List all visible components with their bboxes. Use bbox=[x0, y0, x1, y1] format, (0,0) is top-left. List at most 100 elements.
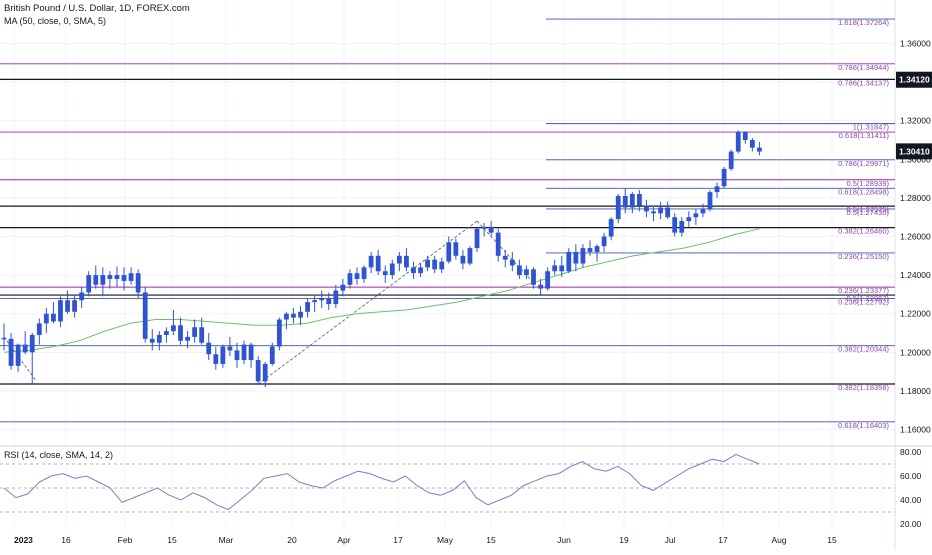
candle-body bbox=[121, 275, 127, 281]
last-price-label: 1.30410 bbox=[899, 146, 930, 156]
candle-body bbox=[107, 275, 113, 279]
candle-body bbox=[488, 226, 494, 233]
candle-body bbox=[65, 300, 70, 312]
candle-body bbox=[531, 269, 536, 285]
candle-body bbox=[241, 344, 247, 361]
rsi-legend[interactable]: RSI (14, close, SMA, 14, 2) bbox=[4, 450, 114, 460]
candle-body bbox=[361, 267, 367, 279]
candle-body bbox=[495, 232, 501, 256]
candle-body bbox=[524, 269, 529, 276]
candle-body bbox=[481, 226, 487, 229]
candle-body bbox=[43, 313, 49, 324]
candle-body bbox=[502, 255, 508, 260]
x-tick-label: 15 bbox=[486, 535, 496, 545]
candle-body bbox=[135, 273, 141, 293]
candle-body bbox=[742, 132, 748, 140]
candle-body bbox=[672, 217, 678, 233]
y-tick-label: 1.20000 bbox=[900, 347, 931, 357]
candle-body bbox=[700, 209, 706, 214]
candle-body bbox=[171, 325, 176, 332]
candle-body bbox=[156, 334, 162, 343]
price-tag-box bbox=[896, 71, 932, 88]
candle-body bbox=[411, 267, 416, 274]
candle-body bbox=[658, 207, 663, 214]
candle-body bbox=[629, 194, 635, 208]
candle-body bbox=[467, 248, 473, 264]
candle-body bbox=[1, 337, 7, 340]
candle-body bbox=[15, 344, 21, 366]
fib-label: 0.5(1.28939) bbox=[846, 179, 889, 188]
candle-body bbox=[509, 259, 515, 266]
fib-label: 0.786(1.34944) bbox=[838, 63, 889, 72]
candle-body bbox=[644, 205, 649, 212]
price-tag-label: 1.34120 bbox=[899, 75, 930, 85]
candle-body bbox=[545, 271, 551, 289]
candle-body bbox=[163, 331, 169, 335]
candle-body bbox=[608, 219, 614, 237]
last-price-box bbox=[896, 143, 932, 160]
candle-body bbox=[749, 139, 755, 148]
candle-body bbox=[8, 338, 14, 366]
candle-body bbox=[538, 284, 543, 289]
rsi-tick-label: 60.00 bbox=[900, 471, 922, 481]
candle-body bbox=[474, 228, 480, 249]
candle-body bbox=[460, 255, 466, 264]
fib-label: 1.618(1.37264) bbox=[838, 18, 889, 27]
candle-body bbox=[298, 311, 303, 318]
candle-body bbox=[446, 242, 452, 262]
candle-body bbox=[389, 263, 395, 276]
candle-body bbox=[333, 290, 339, 305]
x-tick-label: Jun bbox=[557, 535, 571, 545]
chart-title: British Pound / U.S. Dollar, 1D, FOREX.c… bbox=[4, 3, 190, 14]
fib-label: 0.5(1.27430) bbox=[846, 208, 889, 217]
candle-body bbox=[714, 186, 720, 193]
candle-body bbox=[255, 360, 261, 382]
candle-body bbox=[432, 259, 438, 270]
candle-body bbox=[149, 338, 155, 343]
rsi-tick-label: 40.00 bbox=[900, 495, 922, 505]
x-tick-label: Aug bbox=[771, 535, 786, 545]
candle-body bbox=[234, 350, 240, 361]
candle-body bbox=[206, 342, 212, 355]
candle-body bbox=[552, 265, 558, 272]
fib-label: 0.236(1.22792) bbox=[838, 297, 889, 306]
candle-body bbox=[227, 346, 233, 351]
ma50-line bbox=[3, 228, 760, 353]
candle-body bbox=[594, 246, 600, 252]
candle-body bbox=[354, 273, 360, 279]
candle-body bbox=[615, 195, 621, 220]
x-tick-label: Apr bbox=[337, 535, 350, 545]
fib-label: 0.618(1.16403) bbox=[838, 421, 889, 430]
ma-legend[interactable]: MA (50, close, 0, SMA, 5) bbox=[4, 16, 107, 26]
x-tick-label: 15 bbox=[827, 535, 837, 545]
candle-body bbox=[439, 261, 445, 270]
y-tick-label: 1.28000 bbox=[900, 193, 931, 203]
x-tick-label: 19 bbox=[619, 535, 629, 545]
fib-label: 1(1.31847) bbox=[853, 123, 890, 132]
candle-body bbox=[29, 334, 35, 353]
candle-body bbox=[686, 217, 692, 222]
candle-body bbox=[305, 302, 310, 312]
candle-body bbox=[192, 327, 198, 337]
candle-body bbox=[757, 147, 762, 152]
x-tick-label: Mar bbox=[219, 535, 234, 545]
candle-body bbox=[573, 251, 579, 264]
rsi-line bbox=[3, 453, 760, 511]
candle-body bbox=[36, 323, 42, 335]
candle-body bbox=[425, 259, 430, 268]
x-tick-label: 15 bbox=[167, 535, 177, 545]
candle-body bbox=[269, 346, 275, 364]
candle-body bbox=[559, 265, 565, 272]
candle-body bbox=[566, 251, 572, 272]
candle-body bbox=[347, 273, 353, 285]
candle-body bbox=[637, 194, 642, 206]
candle-body bbox=[516, 265, 522, 276]
x-tick-label: 20 bbox=[287, 535, 297, 545]
candle-body bbox=[51, 313, 56, 322]
candle-body bbox=[735, 132, 741, 152]
candle-body bbox=[72, 300, 77, 312]
x-tick-label: Jul bbox=[665, 535, 676, 545]
candle-body bbox=[587, 248, 593, 252]
